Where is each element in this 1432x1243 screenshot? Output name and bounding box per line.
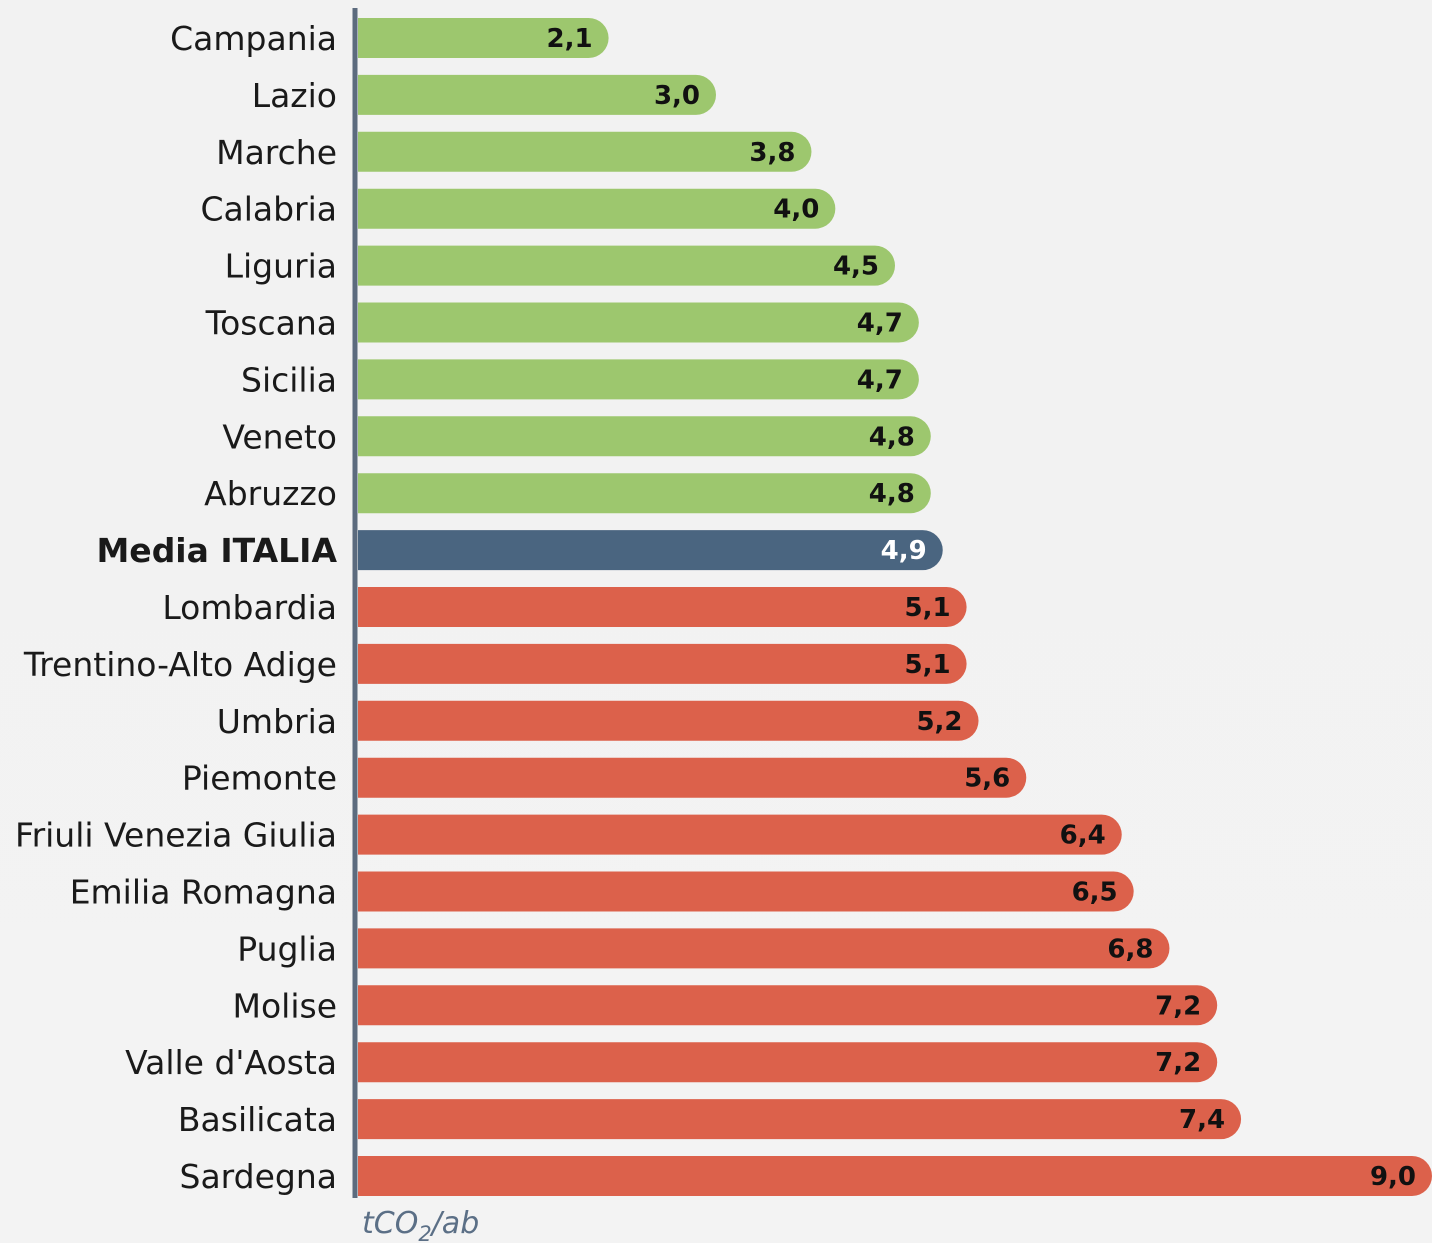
bar-puglia xyxy=(358,928,1170,969)
value-label-campania: 2,1 xyxy=(547,24,593,54)
bar-marche xyxy=(358,131,812,172)
value-label-basilicata: 7,4 xyxy=(1179,1105,1225,1135)
category-label-veneto: Veneto xyxy=(222,417,337,456)
bar-toscana xyxy=(358,302,919,343)
value-label-valle-d-aosta: 7,2 xyxy=(1155,1048,1201,1078)
bar-trentino-alto-adige xyxy=(358,643,967,684)
bar-sardegna xyxy=(358,1156,1432,1196)
bar-emilia-romagna xyxy=(358,871,1134,912)
unit-tail: /ab xyxy=(429,1206,480,1241)
unit-main: tCO xyxy=(362,1206,418,1241)
value-label-emilia-romagna: 6,5 xyxy=(1072,878,1118,908)
bar-abruzzo xyxy=(358,473,931,514)
category-label-trentino-alto-adige: Trentino-Alto Adige xyxy=(23,645,337,684)
bar-piemonte xyxy=(358,757,1027,798)
value-label-sardegna: 9,0 xyxy=(1370,1162,1416,1192)
value-label-media-italia: 4,9 xyxy=(881,536,927,566)
value-label-abruzzo: 4,8 xyxy=(869,479,915,509)
bar-lombardia xyxy=(358,587,967,627)
bar-campania xyxy=(358,18,609,58)
category-label-toscana: Toscana xyxy=(205,304,337,343)
category-label-calabria: Calabria xyxy=(200,190,337,229)
category-label-campania: Campania xyxy=(170,19,337,58)
value-label-lombardia: 5,1 xyxy=(905,593,951,623)
bar-liguria xyxy=(358,245,895,286)
bar-valle-d-aosta xyxy=(358,1042,1218,1083)
bar-lazio xyxy=(358,74,716,115)
category-label-lazio: Lazio xyxy=(252,76,337,115)
category-label-piemonte: Piemonte xyxy=(182,759,337,798)
category-label-molise: Molise xyxy=(233,986,338,1025)
category-label-abruzzo: Abruzzo xyxy=(204,474,337,513)
x-axis-unit-label: tCO2/ab xyxy=(362,1206,479,1243)
bar-calabria xyxy=(358,188,836,229)
category-label-liguria: Liguria xyxy=(225,247,337,286)
value-label-piemonte: 5,6 xyxy=(964,764,1010,794)
bar-veneto xyxy=(358,416,931,457)
category-label-friuli-venezia-giulia: Friuli Venezia Giulia xyxy=(15,816,337,855)
category-label-media-italia: Media ITALIA xyxy=(96,531,337,570)
value-label-calabria: 4,0 xyxy=(773,195,819,225)
category-label-lombardia: Lombardia xyxy=(162,588,337,627)
category-label-umbria: Umbria xyxy=(217,702,337,741)
bar-molise xyxy=(358,985,1218,1026)
value-label-molise: 7,2 xyxy=(1155,991,1201,1021)
category-label-sicilia: Sicilia xyxy=(241,360,337,399)
category-label-puglia: Puglia xyxy=(237,929,337,968)
value-label-toscana: 4,7 xyxy=(857,309,903,339)
category-label-sardegna: Sardegna xyxy=(180,1157,338,1196)
bar-media-italia xyxy=(358,530,943,571)
value-label-umbria: 5,2 xyxy=(916,707,962,737)
category-label-basilicata: Basilicata xyxy=(178,1100,337,1139)
category-label-emilia-romagna: Emilia Romagna xyxy=(70,873,337,912)
bar-umbria xyxy=(358,700,979,741)
value-labels: 2,1 3,0 3,8 4,0 4,5 4,7 4,7 4,8 4,8 4,9 5,1 5,1 5,25… xyxy=(547,24,1416,1192)
value-label-liguria: 4,5 xyxy=(833,252,879,282)
value-label-puglia: 6,8 xyxy=(1107,934,1153,964)
value-label-sicilia: 4,7 xyxy=(857,365,903,395)
unit-subscript: 2 xyxy=(418,1222,431,1243)
category-label-valle-d-aosta: Valle d'Aosta xyxy=(125,1043,337,1082)
bar-friuli-venezia-giulia xyxy=(358,814,1122,855)
value-label-friuli-venezia-giulia: 6,4 xyxy=(1060,821,1106,851)
value-label-veneto: 4,8 xyxy=(869,422,915,452)
value-label-lazio: 3,0 xyxy=(654,81,700,111)
bars-layer xyxy=(358,18,1432,1196)
category-label-marche: Marche xyxy=(216,133,337,172)
bar-basilicata xyxy=(358,1099,1242,1140)
value-label-marche: 3,8 xyxy=(749,138,795,168)
value-label-trentino-alto-adige: 5,1 xyxy=(905,650,951,680)
category-labels: Campania Lazio Marche Calabria Liguria Toscan… xyxy=(15,19,337,1196)
bar-sicilia xyxy=(358,359,919,400)
